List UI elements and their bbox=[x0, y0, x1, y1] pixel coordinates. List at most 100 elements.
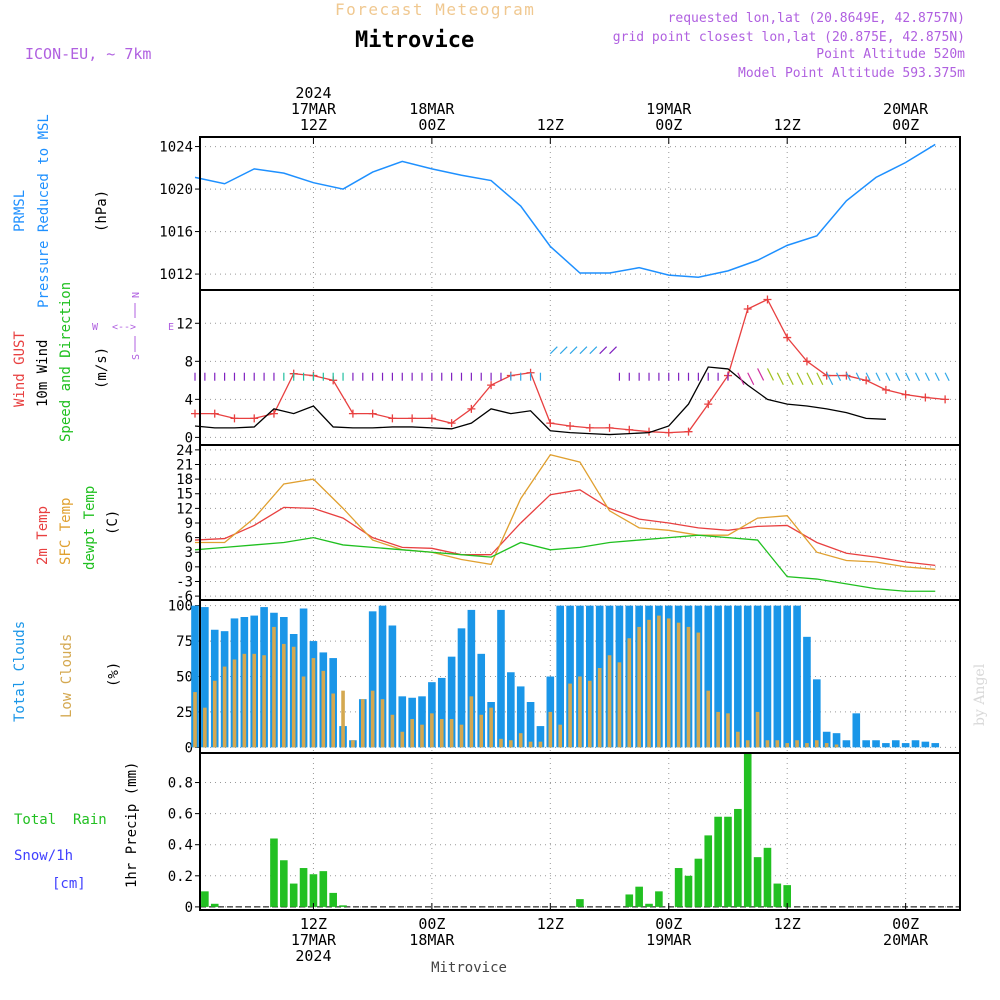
rain-bar bbox=[319, 871, 328, 907]
low-cloud-bar bbox=[212, 680, 217, 748]
y-tick-label: 6 bbox=[185, 531, 193, 547]
total-cloud-bar bbox=[734, 605, 742, 748]
y-tick-label: 0 bbox=[185, 740, 193, 756]
rain-bar bbox=[270, 838, 278, 907]
wind-arrow bbox=[796, 372, 804, 385]
rain-bar bbox=[201, 891, 209, 907]
snow-unit: [cm] bbox=[52, 876, 86, 892]
low-cloud-bar bbox=[370, 690, 375, 748]
total-cloud-bar bbox=[418, 696, 426, 748]
rain-bar bbox=[645, 903, 653, 907]
low-cloud-bar bbox=[824, 743, 829, 748]
wind-arrow bbox=[786, 372, 794, 385]
low-cloud-bar bbox=[232, 659, 237, 748]
gust-marker bbox=[368, 409, 377, 418]
low-cloud-bar bbox=[815, 740, 819, 748]
wind-arrow bbox=[757, 368, 765, 381]
pressure-msl-label: Pressure Reduced to MSL bbox=[36, 114, 52, 308]
total-cloud-bar bbox=[704, 605, 713, 748]
wind-arrow bbox=[934, 372, 940, 381]
rain-bar bbox=[280, 860, 288, 907]
total-cloud-bar bbox=[714, 605, 722, 748]
rain-bar bbox=[734, 808, 742, 907]
low-cloud-bar bbox=[222, 666, 227, 748]
model-altitude: Model Point Altitude 593.375m bbox=[738, 66, 965, 81]
total-cloud-bar bbox=[813, 679, 821, 748]
speed-direction-label: Speed and Direction bbox=[58, 282, 74, 442]
rain-bar bbox=[299, 868, 308, 907]
y-tick-label: 0 bbox=[185, 560, 193, 576]
rain-bar bbox=[684, 875, 693, 907]
bottom-time-label: 12Z bbox=[774, 915, 801, 933]
low-cloud-bar bbox=[449, 719, 454, 748]
y-tick-label: 75 bbox=[176, 634, 193, 650]
total-cloud-bar bbox=[586, 605, 594, 748]
y-tick-label: -6 bbox=[176, 589, 193, 605]
low-cloud-bar bbox=[607, 655, 612, 748]
gust-marker bbox=[546, 419, 555, 428]
bottom-time-label: 00Z bbox=[892, 915, 919, 933]
gust-marker bbox=[625, 425, 634, 434]
top-time-label: 12Z bbox=[774, 116, 801, 134]
gust-marker bbox=[664, 428, 673, 437]
gust-marker bbox=[881, 385, 890, 394]
total-cloud-bar bbox=[457, 628, 466, 748]
low-cloud-bar bbox=[518, 733, 523, 748]
gust-marker bbox=[388, 414, 397, 423]
low-cloud-bar bbox=[301, 676, 306, 748]
gust-marker bbox=[704, 400, 713, 409]
low-cloud-bar bbox=[420, 724, 424, 748]
low-cloud-bar bbox=[736, 731, 740, 748]
sfc-temp-label: SFC Temp bbox=[58, 498, 74, 565]
wind-arrow bbox=[855, 372, 861, 381]
y-tick-label: 9 bbox=[185, 516, 193, 532]
top-time-label: 17MAR bbox=[291, 100, 337, 118]
rain-bar bbox=[655, 891, 663, 907]
low-cloud-bar bbox=[272, 626, 276, 748]
bottom-time-label: 2024 bbox=[295, 947, 331, 965]
dewpt-temp-label: dewpt Temp bbox=[82, 486, 98, 570]
wind-arrow bbox=[885, 372, 891, 381]
y-tick-label: 1016 bbox=[159, 225, 193, 241]
pressure-unit: (hPa) bbox=[94, 190, 110, 232]
top-time-label: 20MAR bbox=[883, 100, 929, 118]
total-cloud-bar bbox=[852, 713, 861, 748]
gust-marker bbox=[210, 409, 219, 418]
gust-marker bbox=[191, 409, 199, 418]
gust-marker bbox=[783, 333, 792, 342]
wind-gust-label: Wind GUST bbox=[12, 331, 28, 407]
top-time-label: 12Z bbox=[300, 116, 327, 134]
low-cloud-bar bbox=[499, 738, 503, 748]
low-cloud-bar bbox=[627, 638, 632, 748]
total-cloud-bar bbox=[398, 696, 407, 748]
y-tick-label: 0.4 bbox=[168, 838, 193, 854]
low-cloud-bar bbox=[795, 740, 799, 748]
total-cloud-bar bbox=[793, 605, 801, 748]
total-cloud-bar bbox=[891, 740, 900, 748]
total-cloud-bar bbox=[882, 743, 890, 748]
low-cloud-bar bbox=[617, 662, 622, 748]
gust-line bbox=[195, 298, 946, 434]
total-cloud-bar bbox=[368, 611, 377, 748]
low-cloud-bar bbox=[805, 743, 809, 748]
low-cloud-bar bbox=[538, 741, 543, 748]
total-cloud-bar bbox=[546, 676, 555, 748]
total-cloud-bar bbox=[437, 677, 446, 748]
low-cloud-bar bbox=[834, 744, 839, 748]
bottom-time-label: 20MAR bbox=[883, 931, 929, 949]
y-tick-label: 1012 bbox=[159, 267, 193, 283]
low-cloud-bar bbox=[380, 699, 385, 748]
gust-marker bbox=[447, 419, 456, 428]
low-cloud-bar bbox=[439, 719, 444, 748]
top-time-label: 18MAR bbox=[409, 100, 455, 118]
grid-point-coords: grid point closest lon,lat (20.875E, 42.… bbox=[613, 30, 965, 45]
wind-arrow bbox=[589, 346, 598, 355]
top-time-label: 12Z bbox=[537, 116, 564, 134]
low-cloud-bar bbox=[528, 741, 533, 748]
y-tick-label: 24 bbox=[176, 443, 193, 459]
total-cloud-bar bbox=[556, 605, 564, 748]
rain-bar bbox=[704, 835, 713, 907]
low-cloud-bar bbox=[341, 690, 345, 748]
bottom-time-label: 00Z bbox=[418, 915, 445, 933]
low-cloud-bar bbox=[775, 740, 780, 748]
